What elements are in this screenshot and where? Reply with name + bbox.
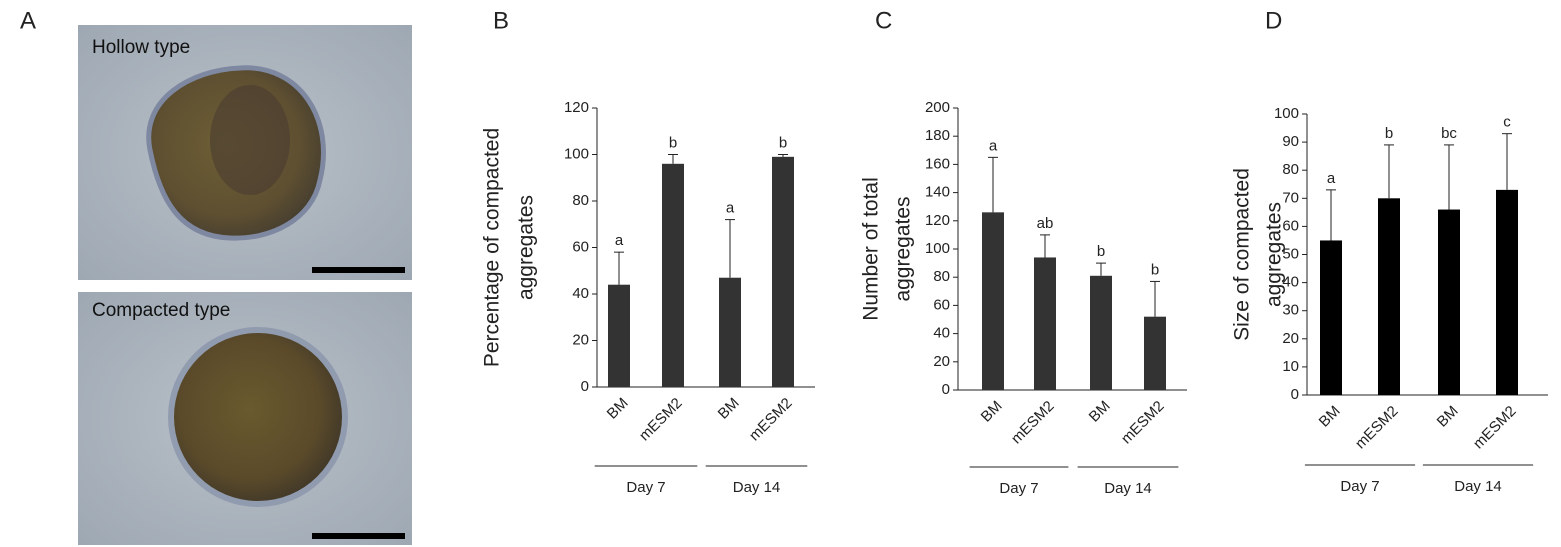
- group-label: Day 7: [626, 479, 665, 496]
- y-tick-label: 70: [1282, 189, 1299, 206]
- x-tick-label: BM: [715, 395, 743, 423]
- x-tick-label: BM: [1434, 403, 1462, 431]
- y-tick-label: 60: [933, 296, 950, 313]
- y-tick-label: 80: [933, 268, 950, 285]
- bar: [982, 212, 1004, 390]
- x-tick-label: BM: [978, 398, 1006, 426]
- bar: [719, 278, 741, 387]
- significance-letter: b: [1385, 125, 1393, 142]
- y-tick-label: 60: [572, 238, 589, 255]
- x-tick-label: mESM2: [1008, 398, 1058, 448]
- image-label: Hollow type: [92, 37, 190, 58]
- x-tick-label: mESM2: [746, 395, 796, 445]
- significance-letter: b: [669, 134, 677, 151]
- bar: [1496, 190, 1518, 395]
- group-label: Day 7: [1340, 478, 1379, 495]
- y-axis-label: Number of total: [860, 177, 883, 321]
- x-tick-label: BM: [604, 395, 632, 423]
- significance-letter: bc: [1441, 125, 1457, 142]
- significance-letter: a: [615, 232, 624, 249]
- y-tick-label: 80: [572, 192, 589, 209]
- x-tick-label: mESM2: [1352, 403, 1402, 453]
- group-label: Day 14: [733, 479, 781, 496]
- y-tick-label: 30: [1282, 302, 1299, 319]
- y-tick-label: 40: [933, 325, 950, 342]
- bar: [662, 164, 684, 387]
- significance-letter: b: [1097, 243, 1105, 260]
- bar: [772, 157, 794, 387]
- y-tick-label: 0: [1291, 386, 1299, 403]
- y-tick-label: 180: [925, 127, 950, 144]
- bar: [1320, 240, 1342, 395]
- y-tick-label: 100: [564, 145, 589, 162]
- x-tick-label: mESM2: [1118, 398, 1168, 448]
- y-axis-label: Percentage of compacted: [481, 128, 504, 367]
- y-tick-label: 20: [1282, 330, 1299, 347]
- significance-letter: b: [779, 134, 787, 151]
- group-label: Day 7: [999, 480, 1038, 497]
- y-tick-label: 10: [1282, 358, 1299, 375]
- y-tick-label: 60: [1282, 217, 1299, 234]
- bar: [1090, 276, 1112, 390]
- x-tick-label: BM: [1316, 403, 1344, 431]
- y-tick-label: 120: [925, 212, 950, 229]
- y-tick-label: 200: [925, 99, 950, 116]
- bar: [1438, 210, 1460, 395]
- x-tick-label: mESM2: [1470, 403, 1520, 453]
- micrograph: Hollow type: [78, 25, 412, 280]
- image-label: Compacted type: [92, 300, 230, 321]
- bar: [1144, 317, 1166, 390]
- significance-letter: c: [1503, 114, 1511, 131]
- y-axis-label: Size of compacted: [1231, 168, 1254, 341]
- y-tick-label: 0: [942, 381, 950, 398]
- micrograph: Compacted type: [78, 292, 412, 545]
- y-tick-label: 20: [933, 353, 950, 370]
- x-tick-label: BM: [1086, 398, 1114, 426]
- y-tick-label: 80: [1282, 161, 1299, 178]
- panel-label: A: [20, 7, 36, 34]
- panel-label: D: [1265, 7, 1282, 34]
- y-tick-label: 0: [581, 378, 589, 395]
- bar: [608, 285, 630, 387]
- significance-letter: a: [1327, 170, 1336, 187]
- bar: [1378, 198, 1400, 395]
- significance-letter: b: [1151, 261, 1159, 278]
- y-tick-label: 40: [572, 285, 589, 302]
- y-tick-label: 100: [925, 240, 950, 257]
- y-tick-label: 120: [564, 99, 589, 116]
- group-label: Day 14: [1454, 478, 1502, 495]
- y-axis-label: aggregates: [515, 195, 538, 300]
- y-tick-label: 160: [925, 155, 950, 172]
- group-label: Day 14: [1104, 480, 1152, 497]
- bar: [1034, 257, 1056, 390]
- y-tick-label: 50: [1282, 245, 1299, 262]
- y-tick-label: 40: [1282, 274, 1299, 291]
- y-tick-label: 140: [925, 184, 950, 201]
- x-tick-label: mESM2: [636, 395, 686, 445]
- y-tick-label: 90: [1282, 133, 1299, 150]
- y-tick-label: 100: [1274, 105, 1299, 122]
- figure: A Hollow type Compacted type B Percentage…: [0, 0, 1561, 547]
- significance-letter: ab: [1037, 215, 1054, 232]
- y-tick-label: 20: [572, 331, 589, 348]
- significance-letter: a: [726, 200, 735, 217]
- y-axis-label: aggregates: [892, 196, 915, 301]
- significance-letter: a: [989, 137, 998, 154]
- panel-label: B: [493, 7, 509, 34]
- panel-label: C: [875, 7, 892, 34]
